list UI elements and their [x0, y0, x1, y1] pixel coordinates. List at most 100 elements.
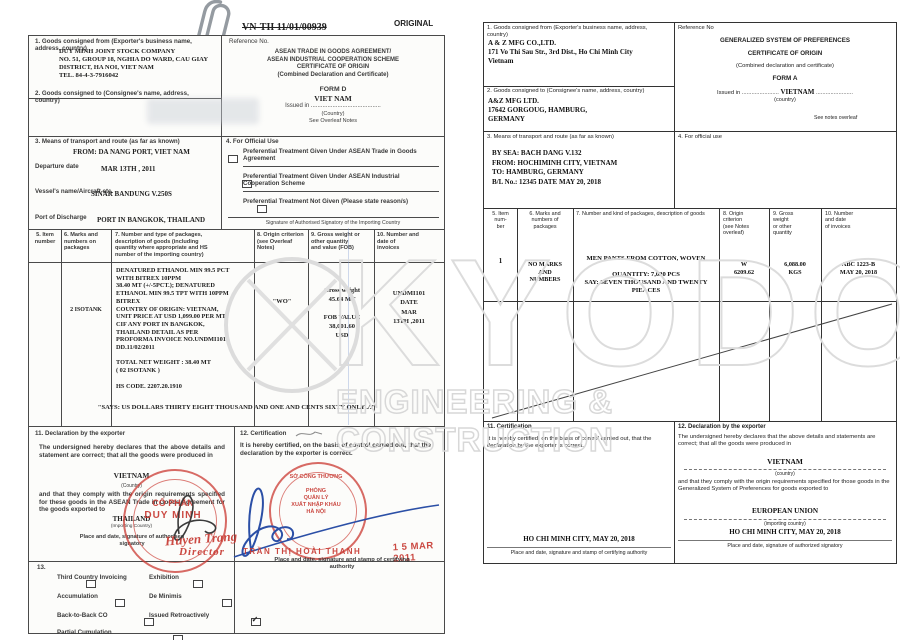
col-origin-header: 8. Origin criterion (see Notes overleaf) [723, 211, 750, 237]
de-minimis-checkbox [221, 598, 232, 607]
rule [243, 166, 439, 167]
divider [517, 208, 518, 421]
divider [29, 136, 444, 137]
row-marks: NO MARKS AND NUMBERS [528, 261, 562, 284]
pref-treatment-given-atiga-label: Preferential Treatment Given Under ASEAN… [243, 148, 417, 163]
col-item-header: 5. Item number [34, 232, 56, 245]
issued-in-label: Issued in [716, 90, 741, 96]
rule [678, 540, 892, 541]
kyodo-circle-logo-watermark [224, 257, 360, 393]
divider [29, 262, 444, 263]
country-note: (Country) [321, 111, 345, 117]
transport-label: 3. Means of transport and route (as far … [487, 134, 614, 140]
form-d-label: FORM D [319, 86, 347, 93]
pref-treatment-given-aico-checkbox [242, 179, 253, 188]
vessel-label: Vessel's name/Aircraft etc. [35, 188, 114, 195]
back-to-back-co-label: Back-to-Back CO [57, 612, 108, 619]
official-use-label: 4. For Official Use [226, 138, 279, 145]
issued-retroactively-checkbox: ✓ [250, 615, 261, 626]
exporter-label: 1. Goods consigned from (Exporter's busi… [487, 25, 648, 38]
divider [29, 98, 221, 99]
divider [374, 229, 375, 426]
divider [719, 208, 720, 421]
col-item-header: 5. Item num- ber [492, 211, 509, 230]
declaration-country: VIETNAM [113, 471, 150, 480]
issued-country: VIETNAM [780, 88, 815, 96]
issued-retroactively-label: Issued Retroactively [149, 612, 210, 619]
consignee-label: 2. Goods consigned to (Consignee's name,… [487, 88, 645, 94]
declaration-text2: and that they comply with the origin req… [678, 479, 890, 493]
departure-date-value: MAR 13TH , 2011 [101, 165, 156, 173]
col-packages-header: 7. Number and type of packages, descript… [115, 232, 208, 258]
divider [29, 561, 444, 562]
exhibition-label: Exhibition [149, 574, 179, 581]
certifier-signature [233, 487, 440, 558]
discharge-port-value: PORT IN BANGKOK, THAILAND [97, 216, 206, 224]
divider [484, 301, 896, 302]
crossed-out-diagonal [491, 303, 893, 419]
left-doc-original-label: ORIGINAL [394, 19, 434, 28]
declaration-text2: and that they comply with the origin req… [39, 491, 225, 514]
divider [29, 426, 444, 427]
col-invoice-header: 10. Number and date of invoices [825, 211, 854, 230]
consignee-value: A&Z MFG LTD. 17642 GORGOUG, HAMBURG, GER… [488, 97, 588, 123]
col-weight-header: 9. Gross weight or other quantity [773, 211, 794, 237]
divider [769, 208, 770, 421]
declaration-text1: The undersigned hereby declares that the… [39, 444, 225, 459]
divider [484, 208, 896, 209]
exporter-handwritten-signature [173, 494, 217, 541]
declaration-importing-note: (Importing Country) [110, 524, 153, 529]
exporter-value: A & Z MFG CO.,LTD. 171 Vo Thi Sau Str., … [488, 39, 633, 65]
divider [308, 229, 309, 426]
col-origin-header: 8. Origin criterion (see Overleaf Notes) [257, 232, 304, 252]
divider [254, 229, 255, 426]
exhibition-checkbox [192, 579, 203, 588]
vessel-value: SINAR BANDUNG V.250S [91, 190, 172, 198]
right-document-form-a: 1. Goods consigned from (Exporter's busi… [483, 22, 897, 564]
row-marks: 2 ISOTANK [70, 307, 102, 313]
accumulation-checkbox [115, 598, 126, 607]
dots: ....................... [741, 90, 779, 96]
certification-label: 12. Certification [240, 430, 287, 437]
pref-treatment-given-aico-label: Preferential Treatment Given Under ASEAN… [243, 173, 400, 188]
certificate-of-origin-title: CERTIFICATE OF ORIGIN [747, 50, 823, 57]
reference-no-label: Reference No [678, 25, 714, 31]
left-document-form-d: 1. Goods consigned from (Exporter's busi… [28, 35, 445, 640]
back-to-back-co-checkbox [144, 617, 155, 626]
divider [674, 421, 675, 563]
declaration-importing-country: EUROPEAN UNION [751, 507, 819, 515]
declaration-text1: The undersigned hereby declares that the… [678, 434, 876, 448]
certification-label: 11. Certification [487, 424, 532, 430]
certifying-signature-note: Place and date, signature and stamp of c… [274, 557, 410, 571]
declaration-label: 12. Declaration by the exporter [678, 424, 766, 430]
reference-no-label: Reference No. [229, 38, 269, 45]
declaration-label: 11. Declaration by the exporter [35, 430, 126, 437]
col-packages-header: 7. Number and kind of packages, descript… [576, 211, 705, 217]
dotted-rule [684, 518, 886, 520]
transport-from: FROM: DA NANG PORT, VIET NAM [73, 148, 190, 156]
third-country-invoicing-label: Third Country Invoicing [57, 574, 127, 581]
handwritten-title: Director [179, 546, 225, 558]
transport-value: BY SEA: BACH DANG V.132 FROM: HOCHIMINH … [492, 149, 618, 186]
partial-cumulation-checkbox [173, 634, 184, 640]
de-minimis-label: De Minimis [149, 593, 182, 600]
col-marks-header: 6. Marks and numbers on packages [64, 232, 98, 252]
declaration-country-note: (country) [775, 471, 795, 477]
rule [487, 547, 671, 548]
certificate-title: ASEAN TRADE IN GOODS AGREEMENT/ ASEAN IN… [266, 49, 400, 78]
box13-label: 13. [37, 564, 46, 571]
exporter-signature-note: Place and date, signature of authorised … [79, 534, 185, 548]
stamp-co-phan-text: CỔ PHẦN [152, 498, 194, 508]
col-weight-header: 9. Gross weight or other quantity and va… [311, 232, 360, 252]
divider [484, 86, 674, 87]
certification-place-date: HO CHI MINH CITY, MAY 20, 2018 [523, 535, 635, 543]
pencil-mark [295, 431, 323, 437]
issued-country: VIET NAM [314, 94, 352, 103]
certification-text: It is hereby certified, on the basis of … [240, 442, 432, 457]
pref-treatment-not-given-checkbox [256, 204, 267, 213]
accumulation-label: Accumulation [57, 593, 98, 600]
importing-signatory-note: Signature of Authorised Signatory of the… [265, 220, 401, 226]
declaration-country-note: (Country) [121, 483, 142, 489]
certifying-signature-note: Place and date, signature and stamp of c… [510, 550, 648, 556]
